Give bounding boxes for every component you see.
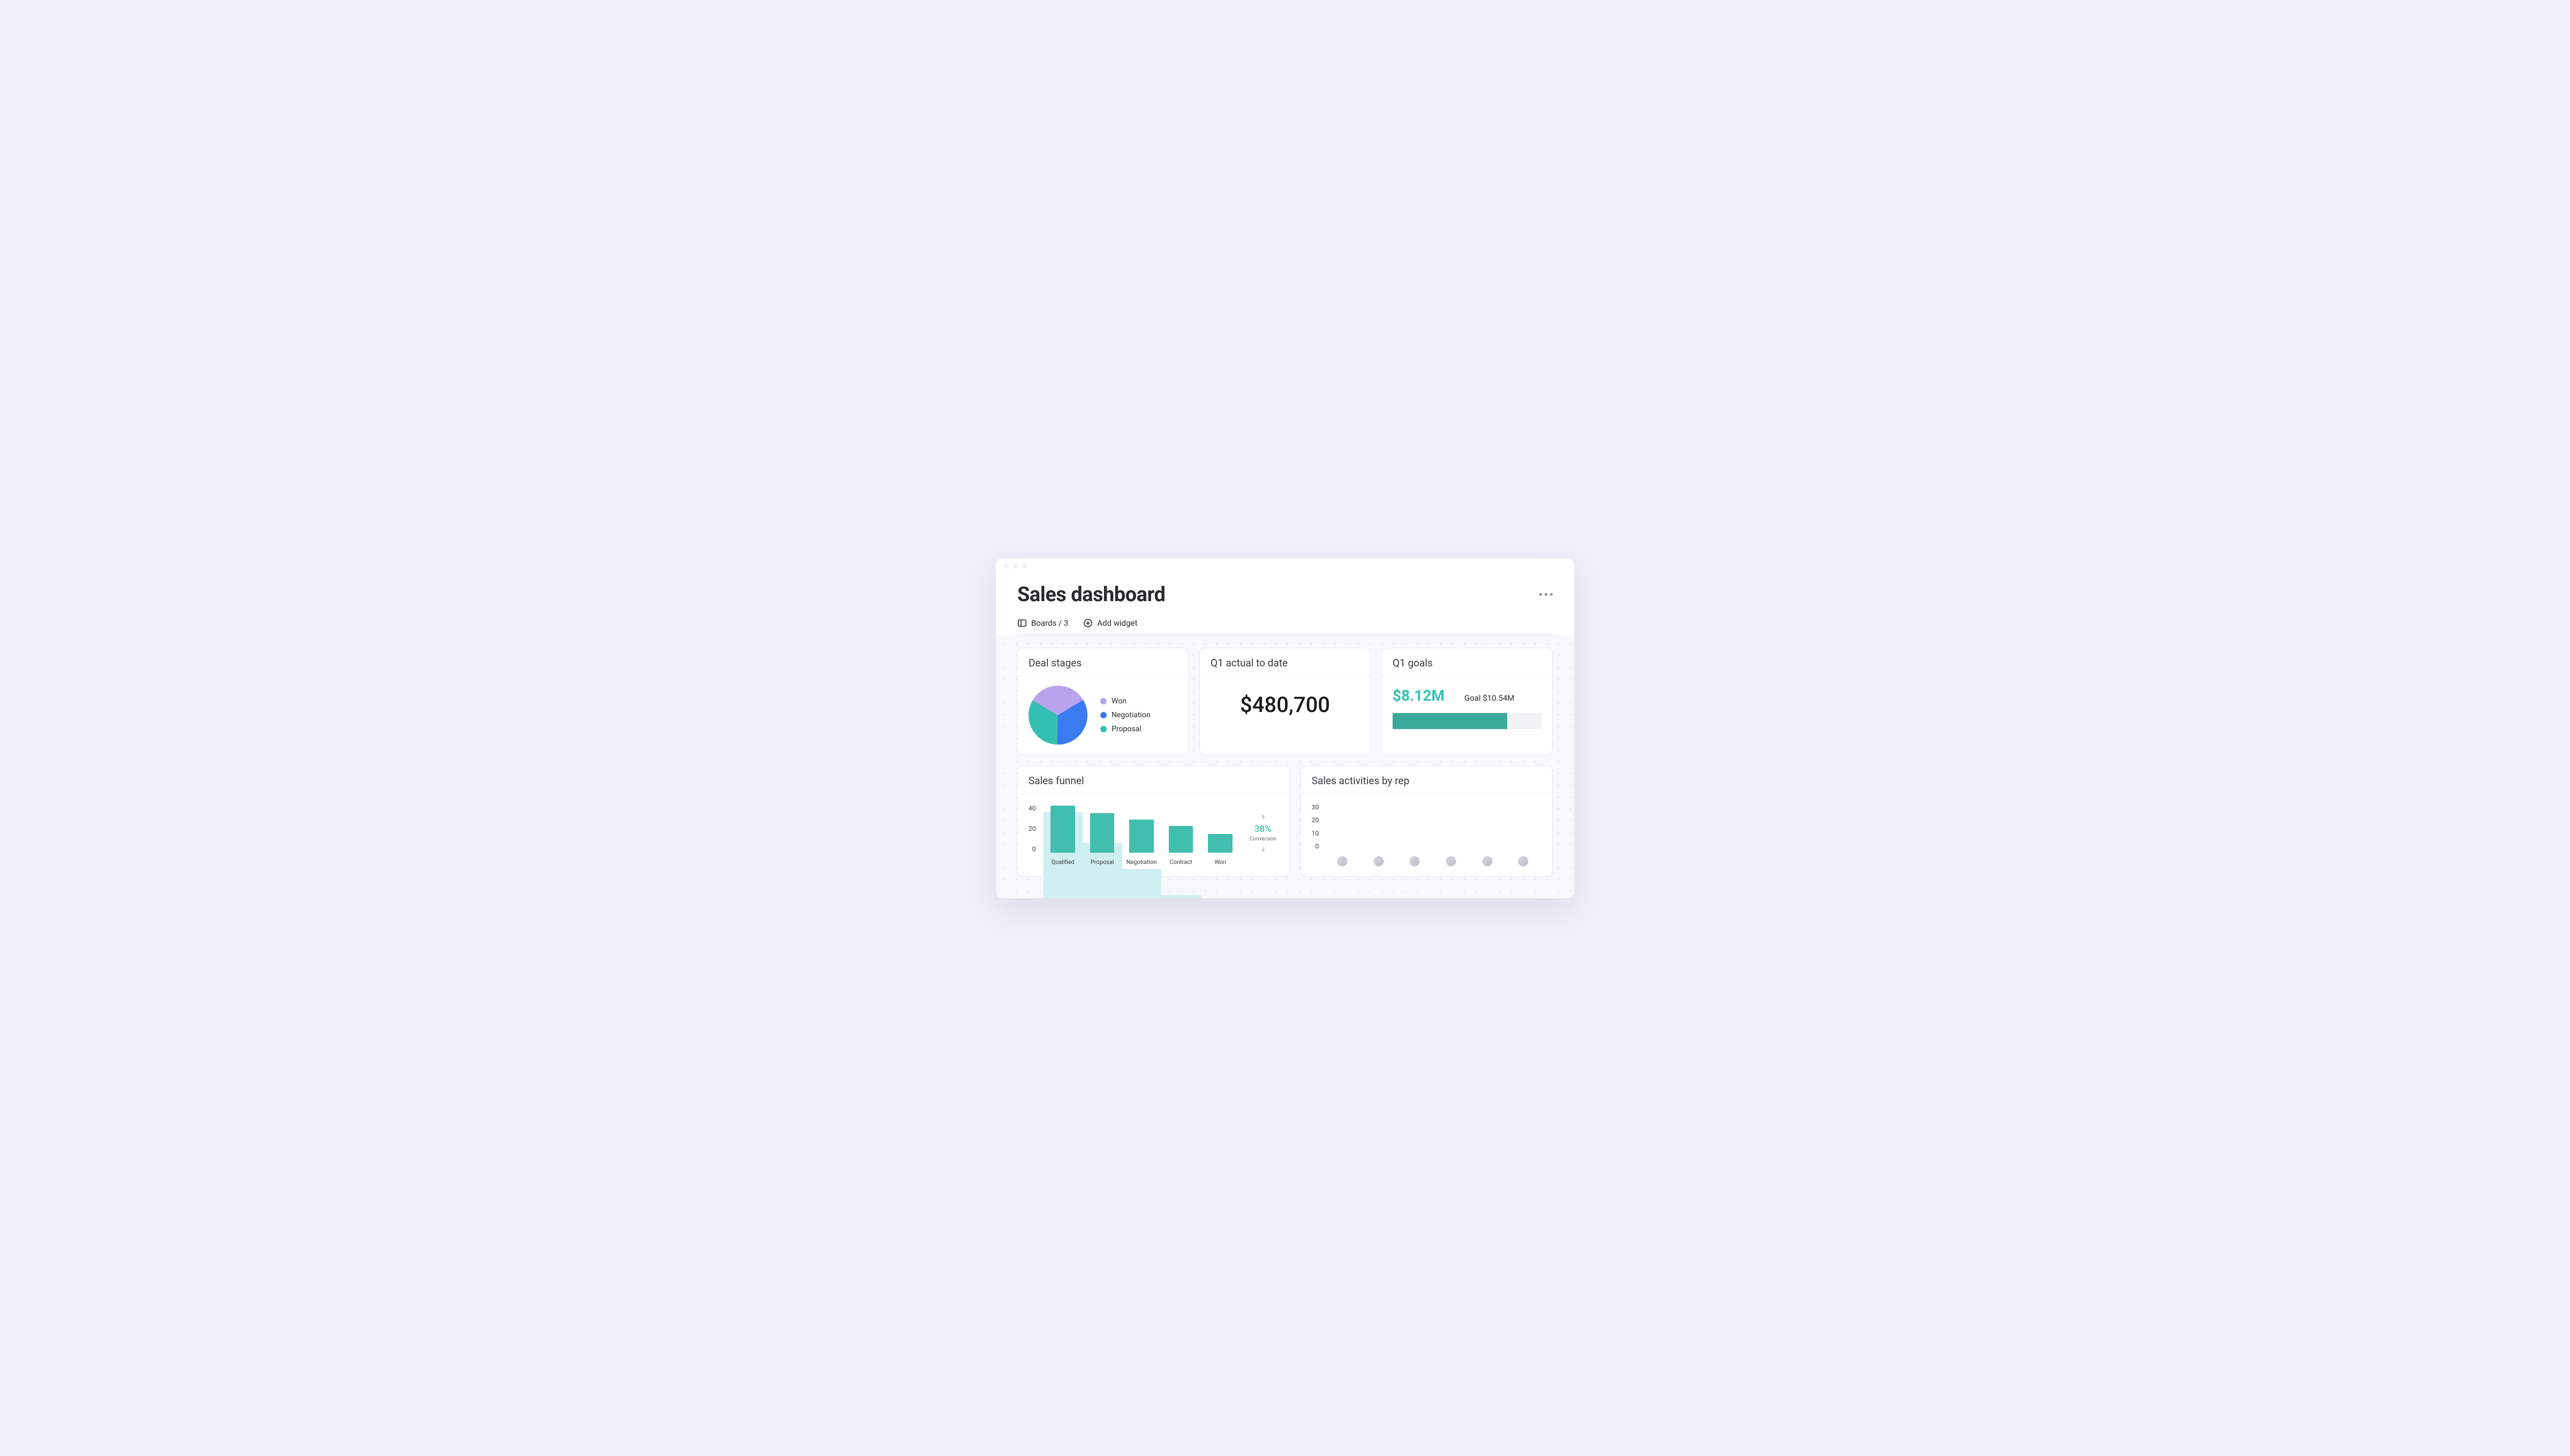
plus-circle-icon xyxy=(1083,618,1093,628)
y-axis: 40200 xyxy=(1029,803,1036,853)
card-sales-funnel[interactable]: Sales funnel 40200 QualifiedProposalNego… xyxy=(1017,765,1290,877)
metric-value: $480,700 xyxy=(1211,686,1359,724)
funnel-bar xyxy=(1090,813,1115,853)
avatar xyxy=(1409,856,1420,867)
card-title: Sales activities by rep xyxy=(1301,766,1552,794)
boards-icon xyxy=(1017,618,1027,628)
avatar xyxy=(1337,856,1348,867)
funnel-bar xyxy=(1169,826,1193,852)
x-label: Contract xyxy=(1161,859,1200,866)
more-menu-button[interactable] xyxy=(1539,593,1553,596)
window-titlebar xyxy=(996,558,1574,573)
legend-label: Won xyxy=(1112,697,1127,706)
card-q1-actual[interactable]: Q1 actual to date $480,700 xyxy=(1199,648,1371,755)
x-label: Won xyxy=(1200,859,1239,866)
traffic-light-close[interactable] xyxy=(1003,563,1009,568)
page-header: Sales dashboard Boards / 3 Add widget xyxy=(996,573,1574,635)
card-title: Sales funnel xyxy=(1018,766,1289,794)
card-q1-goals[interactable]: Q1 goals $8.12M Goal $10.54M xyxy=(1381,648,1553,755)
x-axis: QualifiedProposalNegotiationContractWon xyxy=(1044,859,1240,866)
pie-chart xyxy=(1029,686,1087,745)
progress-fill xyxy=(1393,713,1507,729)
card-sales-activities[interactable]: Sales activities by rep 3020100 xyxy=(1301,765,1553,877)
legend-dot xyxy=(1100,712,1107,718)
legend-item: Won xyxy=(1100,697,1151,706)
toolbar: Boards / 3 Add widget xyxy=(1017,618,1553,635)
rep-avatars xyxy=(1324,856,1541,867)
x-label: Proposal xyxy=(1083,859,1122,866)
legend-label: Proposal xyxy=(1112,725,1142,733)
card-title: Deal stages xyxy=(1018,648,1188,676)
add-widget-label: Add widget xyxy=(1097,618,1137,628)
boards-label: Boards / 3 xyxy=(1031,618,1068,628)
avatar xyxy=(1446,856,1456,867)
arrow-up-icon xyxy=(1260,812,1266,822)
goal-target-label: Goal $10.54M xyxy=(1464,693,1515,703)
card-title: Q1 actual to date xyxy=(1200,648,1370,676)
goal-current-value: $8.12M xyxy=(1393,687,1445,704)
conversion-pct: 38% xyxy=(1254,824,1272,835)
legend-dot xyxy=(1100,698,1107,704)
pie-legend: Won Negotiation Proposal xyxy=(1100,697,1151,733)
avatar xyxy=(1482,856,1493,867)
funnel-bar xyxy=(1208,834,1233,853)
funnel-chart: QualifiedProposalNegotiationContractWon xyxy=(1044,803,1240,862)
page-title: Sales dashboard xyxy=(1017,583,1165,606)
app-window: Sales dashboard Boards / 3 Add widget xyxy=(996,558,1574,898)
x-label: Qualified xyxy=(1044,859,1083,866)
arrow-down-icon xyxy=(1260,844,1266,854)
boards-button[interactable]: Boards / 3 xyxy=(1017,618,1068,628)
traffic-light-zoom[interactable] xyxy=(1022,563,1027,568)
funnel-bar xyxy=(1129,820,1154,852)
traffic-light-minimize[interactable] xyxy=(1012,563,1018,568)
avatar xyxy=(1373,856,1384,867)
y-axis: 3020100 xyxy=(1312,803,1319,851)
add-widget-button[interactable]: Add widget xyxy=(1083,618,1137,628)
legend-label: Negotiation xyxy=(1112,711,1151,719)
progress-bar xyxy=(1393,713,1541,729)
dashboard-content: Deal stages WonNegotiationProposal Q1 ac… xyxy=(996,635,1574,898)
funnel-bar xyxy=(1050,806,1075,853)
avatar xyxy=(1518,856,1529,867)
stacked-bars xyxy=(1324,803,1541,851)
card-title: Q1 goals xyxy=(1382,648,1552,676)
legend-item: Negotiation xyxy=(1100,711,1151,719)
card-deal-stages[interactable]: Deal stages Won Negotiation Proposal xyxy=(1017,648,1189,755)
conversion-label: Conversion xyxy=(1250,836,1276,842)
x-label: Negotiation xyxy=(1122,859,1161,866)
legend-item: Proposal xyxy=(1100,725,1151,733)
conversion-indicator: 38% Conversion xyxy=(1248,803,1279,862)
legend-dot xyxy=(1100,726,1107,732)
